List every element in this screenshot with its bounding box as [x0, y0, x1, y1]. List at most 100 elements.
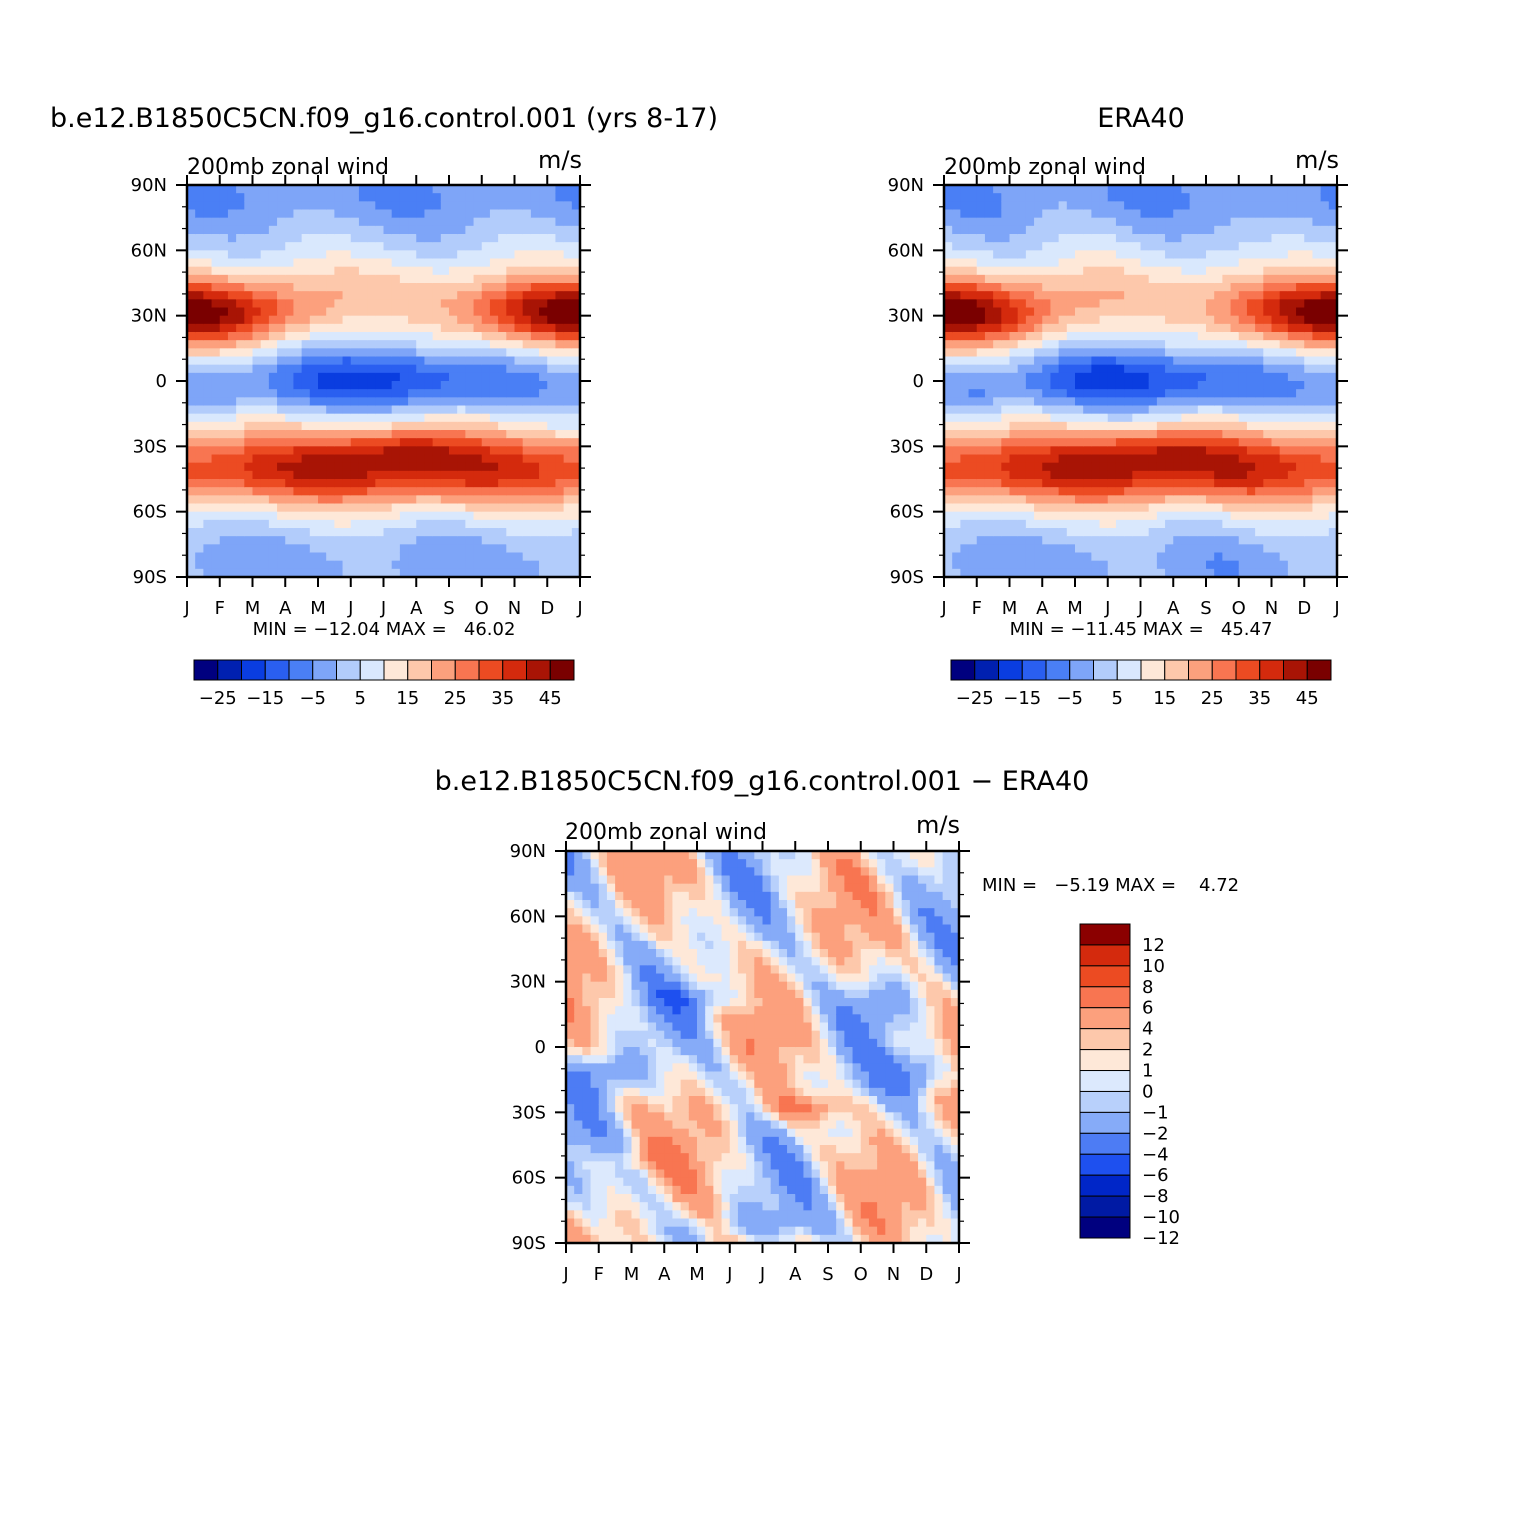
field-cell — [465, 364, 475, 374]
field-cell — [187, 258, 196, 268]
field-cell — [1132, 413, 1142, 423]
field-cell — [960, 381, 970, 390]
field-cell — [1279, 552, 1289, 562]
field-cell — [309, 454, 319, 464]
field-cell — [571, 193, 581, 202]
field-cell — [539, 315, 548, 325]
colorbar-label: −25 — [956, 688, 994, 709]
field-cell — [1320, 266, 1330, 276]
field-cell — [187, 332, 196, 341]
field-cell — [1214, 242, 1223, 251]
field-cell — [203, 283, 213, 292]
field-cell — [1181, 315, 1191, 325]
field-cell — [1271, 372, 1281, 382]
field-cell — [1083, 364, 1092, 374]
field-cell — [301, 568, 311, 578]
field-cell — [285, 340, 295, 349]
field-cell — [309, 405, 319, 415]
field-cell — [574, 1226, 583, 1236]
field-cell — [309, 299, 319, 309]
field-cell — [1255, 560, 1264, 570]
field-cell — [1017, 291, 1027, 300]
field-cell — [457, 258, 466, 268]
field-cell — [195, 348, 204, 358]
field-cell — [539, 544, 548, 554]
field-cell — [1001, 234, 1011, 243]
field-cell — [993, 495, 1002, 505]
x-tick-label: A — [1036, 598, 1049, 619]
field-cell — [211, 299, 221, 309]
field-cell — [1042, 381, 1052, 390]
field-cell — [563, 479, 573, 488]
field-cell — [1214, 389, 1223, 398]
field-cell — [574, 924, 583, 934]
field-cell — [358, 201, 368, 211]
field-cell — [1214, 519, 1223, 529]
field-cell — [399, 250, 409, 260]
field-cell — [449, 397, 458, 407]
field-cell — [1320, 307, 1330, 317]
field-cell — [582, 1047, 592, 1056]
field-cell — [1197, 266, 1207, 276]
field-cell — [211, 479, 221, 488]
field-cell — [1312, 356, 1322, 366]
field-cell — [498, 389, 507, 398]
field-cell — [1255, 568, 1264, 578]
field-cell — [489, 250, 499, 260]
field-cell — [187, 413, 196, 423]
field-cell — [1263, 487, 1273, 496]
field-cell — [563, 315, 573, 325]
field-cell — [1279, 364, 1289, 374]
field-cell — [293, 405, 303, 415]
field-cell — [408, 511, 417, 521]
field-cell — [1263, 421, 1273, 431]
field-cell — [566, 949, 575, 958]
field-cell — [498, 446, 507, 456]
field-cell — [342, 470, 352, 480]
field-cell — [1107, 389, 1117, 398]
field-cell — [547, 503, 557, 513]
field-cell — [195, 193, 204, 202]
field-cell — [1279, 258, 1289, 268]
field-cell — [1181, 250, 1191, 260]
field-cell — [1271, 274, 1281, 284]
field-cell — [1058, 544, 1068, 554]
field-cell — [1304, 209, 1314, 219]
field-cell — [1230, 201, 1240, 211]
field-cell — [440, 430, 450, 439]
field-cell — [1025, 446, 1035, 456]
field-cell — [944, 511, 953, 521]
field-cell — [1287, 470, 1297, 480]
field-cell — [465, 340, 475, 349]
field-cell — [481, 274, 491, 284]
field-cell — [1115, 381, 1125, 390]
field-cell — [342, 299, 352, 309]
field-cell — [227, 323, 237, 333]
panel-model: b.e12.B1850C5CN.f09_g16.control.001 (yrs… — [50, 103, 718, 709]
field-cell — [301, 438, 311, 447]
field-cell — [1320, 511, 1330, 521]
field-cell — [1124, 323, 1133, 333]
field-cell — [1124, 560, 1133, 570]
field-cell — [960, 446, 970, 456]
field-cell — [530, 225, 540, 235]
field-cell — [416, 430, 426, 439]
field-cell — [1312, 405, 1322, 415]
field-cell — [195, 258, 204, 268]
field-cell — [367, 454, 376, 464]
field-cell — [334, 528, 344, 537]
field-cell — [571, 209, 581, 219]
field-cell — [391, 340, 401, 349]
field-cell — [1148, 503, 1158, 513]
field-cell — [432, 234, 442, 243]
field-cell — [318, 315, 327, 325]
field-cell — [391, 185, 401, 194]
field-cell — [1320, 421, 1330, 431]
field-cell — [1271, 258, 1281, 268]
field-cell — [1173, 201, 1183, 211]
x-tick-label: J — [1137, 598, 1143, 619]
field-cell — [571, 250, 581, 260]
field-cell — [1238, 185, 1248, 194]
field-cell — [539, 323, 548, 333]
field-cell — [309, 430, 319, 439]
